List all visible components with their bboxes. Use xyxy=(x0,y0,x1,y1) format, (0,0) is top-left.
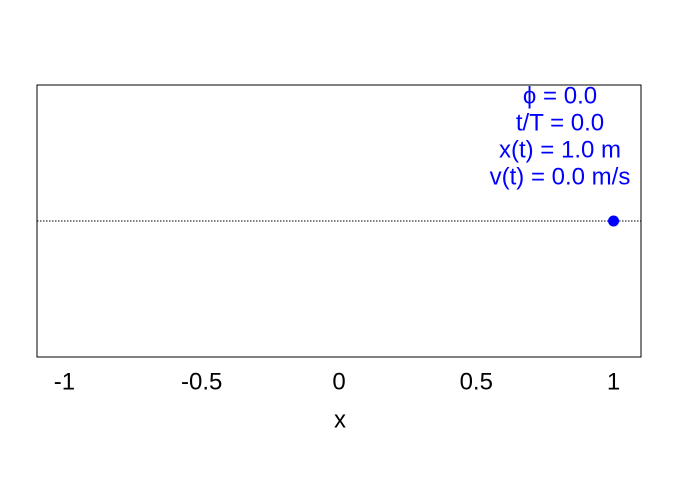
point xyxy=(608,215,620,227)
x-tick-label: 1 xyxy=(607,368,620,395)
x-tick-label: 0 xyxy=(332,368,345,395)
annotation: x(t) = 1.0 m xyxy=(499,136,621,163)
x-tick-label: -1 xyxy=(54,368,75,395)
x-tick-label: 0.5 xyxy=(460,368,493,395)
x-axis-label: x xyxy=(334,406,346,433)
annotation: v(t) = 0.0 m/s xyxy=(490,163,631,190)
x-tick-label: -0.5 xyxy=(181,368,222,395)
annotation: ϕ = 0.0 xyxy=(523,82,597,109)
annotation: t/T = 0.0 xyxy=(516,109,604,136)
